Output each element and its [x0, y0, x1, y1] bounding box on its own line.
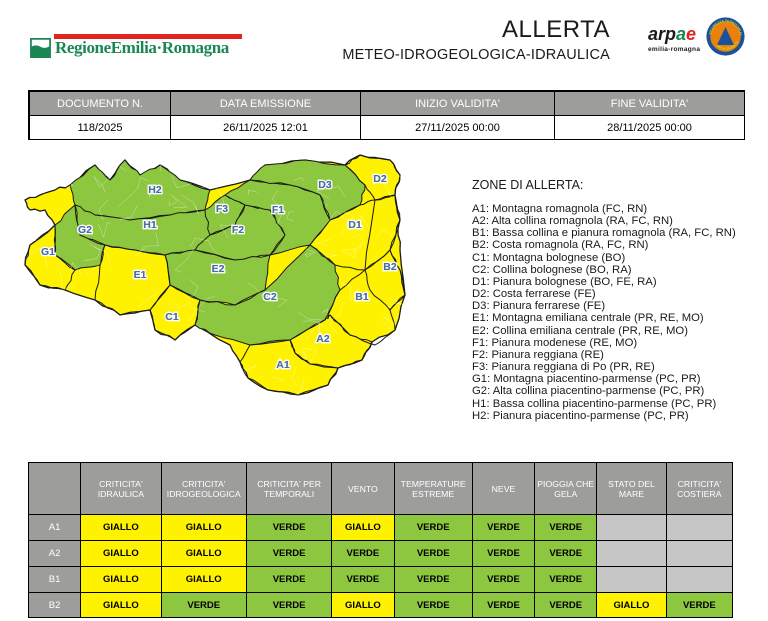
svg-text:D2: D2 [373, 173, 387, 185]
svg-text:D1: D1 [348, 219, 362, 231]
svg-text:A1: A1 [276, 359, 290, 371]
svg-text:B2: B2 [383, 261, 397, 273]
svg-text:G1: G1 [41, 246, 55, 258]
svg-text:D3: D3 [318, 179, 332, 191]
svg-text:E2: E2 [212, 263, 225, 275]
svg-text:H1: H1 [143, 219, 157, 231]
svg-text:B1: B1 [355, 291, 369, 303]
svg-text:A2: A2 [316, 333, 330, 345]
svg-text:F3: F3 [216, 203, 228, 215]
svg-text:G2: G2 [78, 224, 92, 236]
svg-text:C1: C1 [165, 311, 179, 323]
svg-text:C2: C2 [263, 291, 277, 303]
svg-text:H2: H2 [148, 184, 162, 196]
svg-text:F1: F1 [272, 204, 284, 216]
svg-text:E1: E1 [134, 269, 147, 281]
svg-text:F2: F2 [232, 224, 244, 236]
